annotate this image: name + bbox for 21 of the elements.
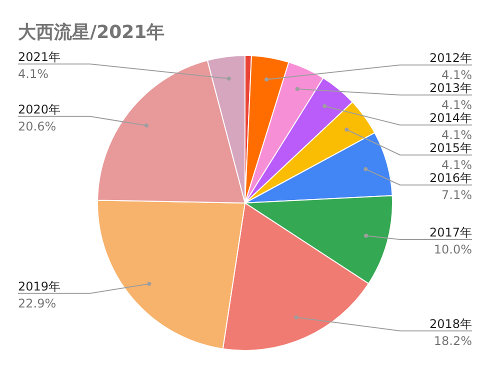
- slice-label: 2021年: [18, 50, 61, 64]
- slice-label: 2017年: [429, 226, 472, 240]
- data-label: 4.1%: [442, 98, 472, 112]
- data-label: 20.6%: [18, 119, 56, 134]
- slice-label: 2013年: [429, 80, 472, 95]
- data-label: 4.1%: [442, 68, 472, 82]
- chart-title: 大西流星/2021年: [17, 22, 165, 43]
- data-label: 4.1%: [18, 67, 48, 82]
- slice-label: 2016年: [429, 170, 472, 185]
- data-label: 7.1%: [442, 188, 472, 202]
- data-label: 4.1%: [442, 158, 472, 172]
- slice-label: 2012年: [429, 50, 472, 65]
- data-label: 10.0%: [434, 242, 472, 257]
- slice-label: 2019年: [18, 279, 61, 294]
- slice-label: 2015年: [429, 140, 472, 155]
- slice-label: 2020年: [18, 102, 61, 116]
- data-label: 18.2%: [434, 334, 472, 348]
- data-label: 4.1%: [442, 128, 472, 142]
- slice-label: 2018年: [429, 316, 472, 331]
- data-label: 22.9%: [18, 296, 56, 310]
- slice-label: 2014年: [429, 110, 472, 125]
